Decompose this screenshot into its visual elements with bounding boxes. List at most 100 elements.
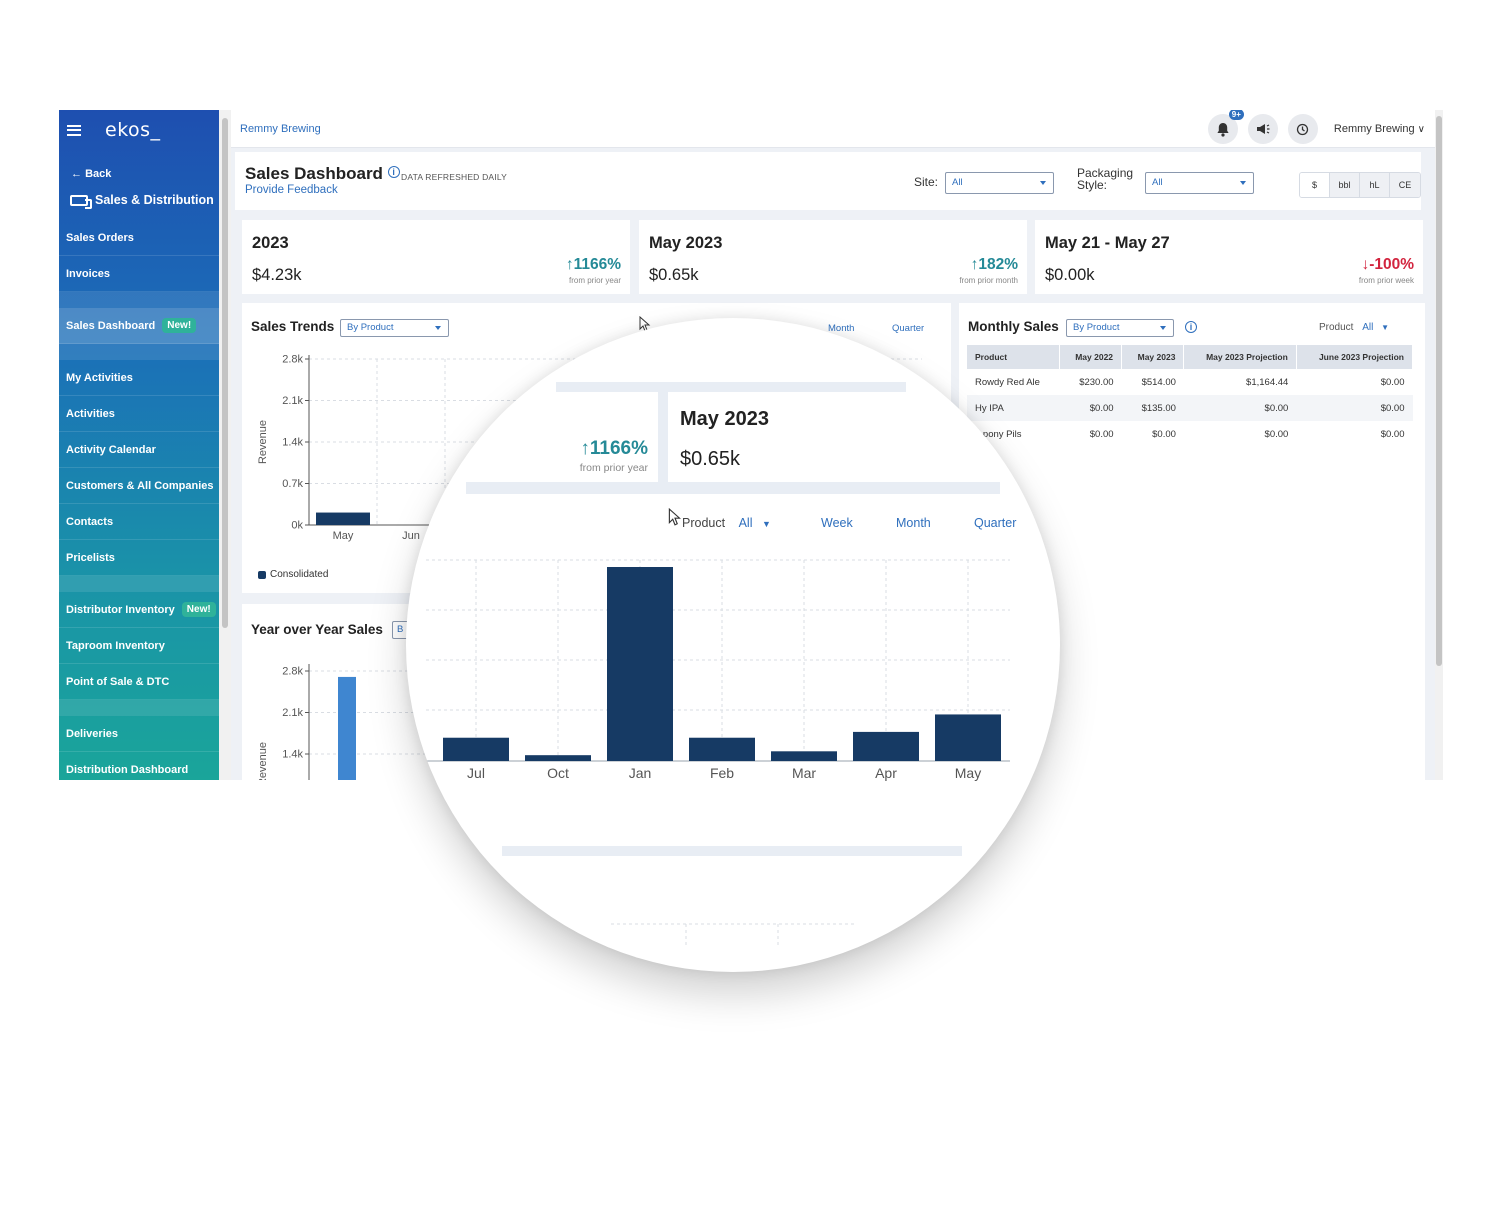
- sidebar-item-invoices[interactable]: Invoices: [59, 256, 219, 292]
- table-row[interactable]: ...pony Pils $0.00 $0.00 $0.00 $0.00: [967, 421, 1413, 447]
- info-icon[interactable]: i: [387, 166, 400, 178]
- unit-ce-button[interactable]: CE: [1390, 173, 1420, 197]
- table-cell: $0.00: [1264, 428, 1289, 440]
- kpi-change: ↑1166%: [580, 438, 648, 459]
- y-axis-title: Revenue: [257, 742, 269, 780]
- packaging-style-select[interactable]: All: [1145, 172, 1254, 194]
- column-header[interactable]: May 2023: [1121, 345, 1185, 369]
- arrow-up-icon: ↑: [970, 256, 979, 273]
- sidebar-item-pricelists[interactable]: Pricelists: [59, 540, 219, 576]
- unit-toggle: $ bbl hL CE: [1299, 172, 1421, 198]
- sidebar-item-sales-orders[interactable]: Sales Orders: [59, 220, 219, 256]
- arrow-up-icon: ↑: [565, 256, 574, 273]
- history-button[interactable]: [1287, 114, 1318, 144]
- product-filter[interactable]: Product All ▼: [1319, 322, 1390, 333]
- sidebar-scrollbar[interactable]: [219, 110, 231, 780]
- bar: [525, 755, 591, 761]
- info-icon[interactable]: i: [1185, 321, 1197, 333]
- monthly-sales-title: Monthly Sales: [968, 319, 1059, 334]
- tab-quarter[interactable]: Quarter: [974, 516, 1017, 530]
- sidebar-item-customers[interactable]: Customers & All Companies: [59, 468, 219, 504]
- breadcrumb[interactable]: Remmy Brewing: [240, 122, 321, 135]
- sidebar-divider: [59, 344, 219, 360]
- sidebar-item-distributor-inventory[interactable]: Distributor Inventory New!: [59, 592, 219, 628]
- site-select[interactable]: All: [945, 172, 1054, 194]
- sidebar-divider: [59, 700, 219, 716]
- sidebar-item-taproom-inventory[interactable]: Taproom Inventory: [59, 628, 219, 664]
- menu-icon[interactable]: [67, 124, 81, 136]
- unit-bbl-button[interactable]: bbl: [1330, 173, 1360, 197]
- x-tick-label: May: [955, 765, 981, 781]
- caret-down-icon: [1240, 181, 1246, 185]
- bar: [853, 731, 919, 761]
- bar: [935, 714, 1001, 761]
- tab-month[interactable]: Month: [828, 323, 855, 334]
- kpi-value: $4.23k: [252, 266, 302, 284]
- magnified-product-filter[interactable]: Product All ▼: [682, 516, 771, 530]
- kpi-card-month: May 2023 $0.65k ↑182% from prior month: [639, 220, 1027, 294]
- bar: [316, 512, 370, 525]
- y-axis-title: Revenue: [257, 420, 269, 464]
- main-scrollbar[interactable]: [1435, 110, 1443, 780]
- user-menu[interactable]: Remmy Brewing ∨: [1333, 123, 1425, 135]
- back-link[interactable]: ← Back: [71, 168, 112, 180]
- table-cell: $0.00: [1089, 428, 1114, 440]
- sidebar-item-my-activities[interactable]: My Activities: [59, 360, 219, 396]
- ekos-logo[interactable]: ekos_: [105, 119, 161, 141]
- table-row[interactable]: Hy IPA $0.00 $135.00 $0.00 $0.00: [967, 395, 1413, 421]
- monthly-sales-groupby-select[interactable]: By Product: [1066, 319, 1174, 337]
- tab-month[interactable]: Month: [896, 516, 931, 530]
- x-tick-label: Apr: [875, 765, 897, 781]
- bar: [689, 737, 755, 761]
- sidebar-scroll-thumb[interactable]: [222, 118, 228, 628]
- truck-icon: [70, 194, 92, 209]
- table-cell: $1,164.44: [1246, 376, 1289, 388]
- column-header[interactable]: May 2022: [1059, 345, 1123, 369]
- table-cell: $0.00: [1380, 428, 1405, 440]
- table-cell: $514.00: [1141, 376, 1176, 388]
- sidebar-item-activities[interactable]: Activities: [59, 396, 219, 432]
- table-cell: $230.00: [1079, 376, 1114, 388]
- tab-quarter[interactable]: Quarter: [892, 323, 925, 334]
- tab-week[interactable]: Week: [821, 516, 853, 530]
- caret-down-icon: [1040, 181, 1046, 185]
- sales-trends-title: Sales Trends: [251, 319, 335, 334]
- provide-feedback-link[interactable]: Provide Feedback: [245, 184, 338, 196]
- monthly-sales-table: Product May 2022 May 2023 May 2023 Proje…: [967, 345, 1414, 447]
- y-tick-label: 2.1k: [282, 707, 303, 719]
- y-tick-label: 0.7k: [282, 478, 303, 490]
- sidebar-divider: [59, 292, 219, 308]
- sidebar-item-point-of-sale[interactable]: Point of Sale & DTC: [59, 664, 219, 700]
- sidebar-item-distribution-dashboard[interactable]: Distribution Dashboard: [59, 752, 219, 780]
- magnifier-gap: [658, 392, 668, 482]
- mouse-cursor-icon: [668, 508, 681, 526]
- unit-dollars-button[interactable]: $: [1300, 173, 1330, 197]
- sidebar-item-contacts[interactable]: Contacts: [59, 504, 219, 540]
- sales-trends-groupby-select[interactable]: By Product: [340, 319, 449, 337]
- table-row[interactable]: Rowdy Red Ale $230.00 $514.00 $1,164.44 …: [967, 369, 1413, 395]
- column-header[interactable]: Product: [967, 345, 1060, 369]
- x-tick-label: Oct: [547, 765, 569, 781]
- announcements-button[interactable]: [1247, 114, 1278, 144]
- x-tick-label: Jul: [467, 765, 485, 781]
- yoy-title: Year over Year Sales: [251, 622, 383, 637]
- notifications-button[interactable]: 9+: [1207, 110, 1244, 144]
- table-cell: $0.00: [1380, 376, 1405, 388]
- arrow-up-icon: ↑: [580, 438, 590, 459]
- notification-count-badge: 9+: [1228, 110, 1244, 120]
- table-header-row: Product May 2022 May 2023 May 2023 Proje…: [967, 345, 1414, 369]
- column-header[interactable]: June 2023 Projection: [1296, 345, 1414, 369]
- sidebar-item-sales-dashboard[interactable]: Sales Dashboard New!: [59, 308, 219, 344]
- unit-hl-button[interactable]: hL: [1360, 173, 1390, 197]
- table-cell: Rowdy Red Ale: [975, 376, 1040, 388]
- table-cell: $0.00: [1183, 395, 1297, 421]
- column-header[interactable]: May 2023 Projection: [1183, 345, 1297, 369]
- kpi-change: ↑1166%: [565, 256, 621, 273]
- main-scroll-thumb[interactable]: [1436, 116, 1442, 666]
- sidebar-item-activity-calendar[interactable]: Activity Calendar: [59, 432, 219, 468]
- kpi-card-week: May 21 - May 27 $0.00k ↓-100% from prior…: [1035, 220, 1423, 294]
- table-cell: $0.00: [1059, 395, 1122, 421]
- bar: [771, 751, 837, 761]
- x-tick-label: Jan: [629, 765, 652, 781]
- sidebar-item-deliveries[interactable]: Deliveries: [59, 716, 219, 752]
